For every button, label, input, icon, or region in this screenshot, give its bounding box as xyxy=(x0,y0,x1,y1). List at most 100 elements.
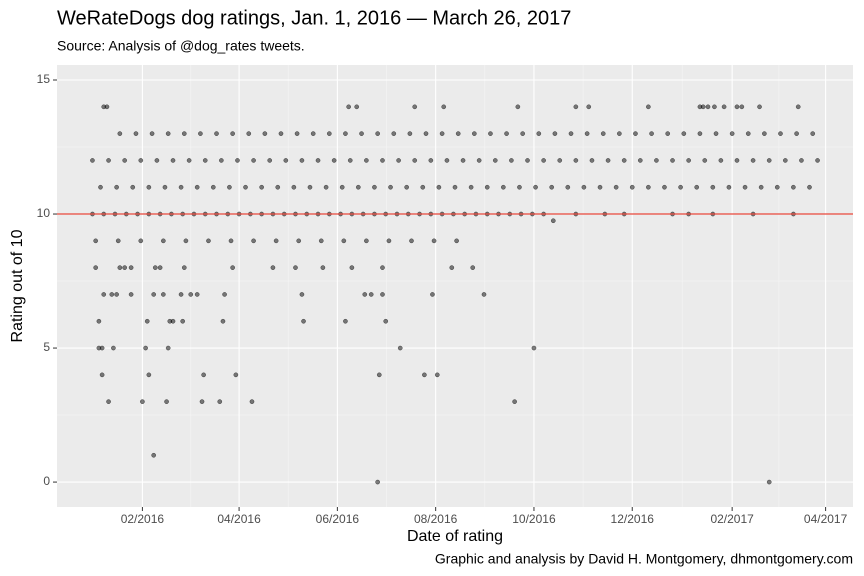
point xyxy=(766,479,772,485)
point xyxy=(109,292,115,297)
point xyxy=(133,131,139,136)
point xyxy=(301,318,306,324)
point xyxy=(341,238,347,244)
point xyxy=(162,184,168,190)
point xyxy=(235,158,240,163)
point xyxy=(249,399,255,405)
point xyxy=(721,104,727,110)
point xyxy=(180,318,186,324)
point xyxy=(339,184,345,190)
point xyxy=(376,372,382,378)
point xyxy=(364,238,369,244)
point xyxy=(296,238,302,244)
point xyxy=(646,184,651,190)
point xyxy=(745,131,751,136)
point xyxy=(99,345,105,351)
plot-panel xyxy=(57,65,853,507)
point xyxy=(471,131,477,136)
point xyxy=(346,104,352,110)
point xyxy=(93,238,99,244)
point xyxy=(310,131,316,136)
point xyxy=(151,452,157,458)
point xyxy=(149,131,155,136)
point xyxy=(742,184,748,190)
point xyxy=(349,265,355,270)
point xyxy=(686,158,691,163)
x-tick-label: 08/2016 xyxy=(414,512,458,526)
point xyxy=(581,184,587,190)
point xyxy=(468,184,474,190)
point xyxy=(500,184,506,190)
x-tick-label: 06/2016 xyxy=(316,512,360,526)
point xyxy=(291,184,297,190)
point xyxy=(355,184,361,190)
point xyxy=(138,158,144,163)
point xyxy=(460,158,466,163)
point xyxy=(678,184,683,190)
point xyxy=(734,158,740,163)
point xyxy=(520,131,526,136)
point xyxy=(541,158,546,163)
point xyxy=(386,238,392,244)
point xyxy=(194,292,200,297)
point xyxy=(383,318,389,324)
point xyxy=(449,265,455,270)
y-tick-label: 10 xyxy=(37,206,51,220)
point xyxy=(766,158,772,163)
point xyxy=(455,131,461,136)
point xyxy=(431,238,437,244)
point xyxy=(259,184,264,190)
point xyxy=(568,131,574,136)
point xyxy=(183,238,189,244)
point xyxy=(354,104,360,110)
point xyxy=(372,184,377,190)
point xyxy=(104,104,110,110)
point xyxy=(504,131,509,136)
point xyxy=(422,372,427,378)
point xyxy=(734,104,740,110)
point xyxy=(423,131,429,136)
point xyxy=(637,158,643,163)
point xyxy=(122,265,128,270)
point xyxy=(428,158,434,163)
point xyxy=(629,184,635,190)
point xyxy=(552,131,558,136)
point xyxy=(122,158,128,163)
point xyxy=(217,399,223,405)
point xyxy=(670,158,675,163)
point xyxy=(233,372,239,378)
point xyxy=(170,318,176,324)
point xyxy=(270,265,276,270)
point xyxy=(430,292,435,297)
point xyxy=(199,399,205,405)
point xyxy=(307,184,313,190)
point xyxy=(368,292,374,297)
point xyxy=(144,318,150,324)
point xyxy=(509,158,514,163)
y-tick-label: 0 xyxy=(43,474,50,488)
point xyxy=(388,184,393,190)
point xyxy=(600,131,606,136)
point xyxy=(210,184,216,190)
point xyxy=(251,238,256,244)
point xyxy=(228,238,234,244)
point xyxy=(409,238,414,244)
point xyxy=(188,292,194,297)
point xyxy=(164,399,169,405)
point xyxy=(262,131,268,136)
point xyxy=(194,184,200,190)
point xyxy=(517,184,522,190)
point xyxy=(106,158,111,163)
point xyxy=(750,158,756,163)
point xyxy=(791,184,796,190)
point xyxy=(434,372,440,378)
point xyxy=(778,131,783,136)
point xyxy=(536,131,542,136)
point xyxy=(444,158,450,163)
point xyxy=(170,158,176,163)
point xyxy=(557,158,563,163)
point xyxy=(157,265,163,270)
caption: Graphic and analysis by David H. Montgom… xyxy=(435,551,853,567)
point xyxy=(130,184,136,190)
point xyxy=(364,158,369,163)
